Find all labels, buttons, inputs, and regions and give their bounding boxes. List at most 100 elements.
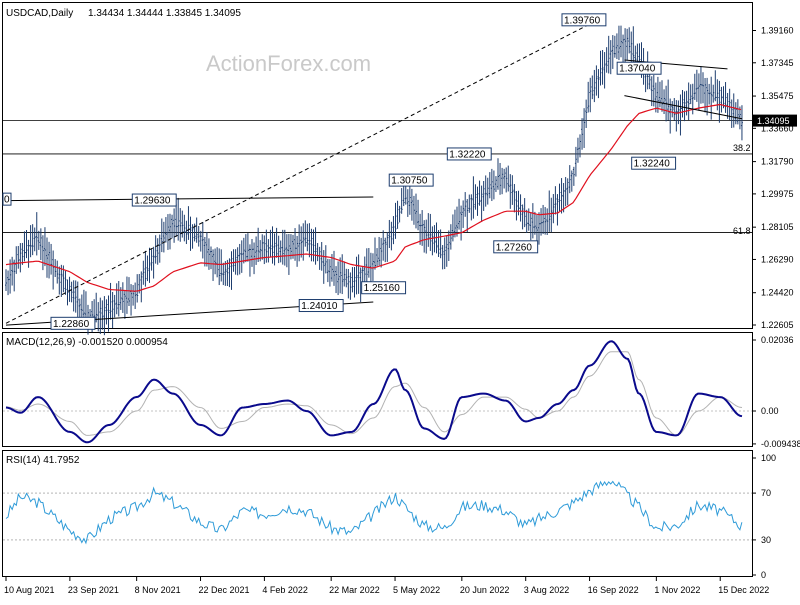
price-bar [497,158,499,190]
price-bar [376,248,379,267]
price-bar [579,134,581,158]
price-bar [679,94,682,136]
x-tick-label: 22 Dec 2021 [199,585,250,595]
price-bar [199,230,202,252]
price-bar [41,235,44,271]
price-bar [343,261,346,287]
price-bar [697,73,700,111]
price-bar [587,81,590,113]
price-bar [568,165,571,194]
price-bar [507,165,510,192]
price-bar [351,267,354,293]
price-bar [490,168,493,202]
price-bar [29,225,32,258]
price-bar [468,194,471,213]
price-bar [519,194,522,222]
svg-text:1.39760: 1.39760 [564,15,601,26]
price-bar [23,231,26,262]
price-bar [699,66,702,104]
price-bar [661,80,663,112]
price-bar [173,208,176,243]
price-bar [103,296,106,336]
price-bar [253,242,256,275]
price-bar [64,270,67,295]
price-bar [712,84,715,103]
price-bar [371,253,374,281]
price-bar [734,102,737,125]
price-bar [478,180,481,206]
macd-line [5,340,743,444]
price-bar [425,219,428,254]
macd-tick-label: 0.02036 [761,335,794,345]
price-bar [296,235,299,267]
price-bar [58,266,61,295]
macd-tick-label: -0.009438 [761,439,800,449]
price-tick-label: 1.28105 [761,222,794,232]
price-bar [310,228,313,262]
price-bar [189,216,192,251]
price-bar [677,100,680,125]
price-bar [9,259,12,294]
price-bar [144,250,147,287]
price-bar [203,236,206,267]
price-bar [132,285,135,306]
price-bar [552,194,555,224]
price-bar [269,229,272,257]
price-bar [39,228,42,261]
svg-text:1.30750: 1.30750 [391,176,428,187]
price-bar [244,234,247,263]
price-bar [374,237,376,270]
price-bar [718,80,721,123]
price-bar [451,214,454,242]
price-bar [681,90,684,118]
price-bar [535,215,538,241]
price-bar [335,266,338,294]
price-bar [583,108,586,148]
price-bar [175,204,178,237]
price-bar [111,291,114,329]
price-bar [25,229,28,259]
price-bar [443,237,446,270]
price-bar [462,200,465,228]
price-bar [687,82,690,121]
price-bar [251,239,253,267]
price-bar [628,27,631,54]
price-bar [574,146,577,177]
price-bar [179,208,182,242]
x-tick-label: 5 May 2022 [393,585,440,595]
price-bar [119,287,122,310]
price-bar [605,47,608,73]
price-bar [107,295,110,332]
price-bar [326,258,329,283]
rsi-layer: 100 70 30 0 [3,453,776,580]
x-tick-label: 8 Nov 2021 [135,585,181,595]
price-bar [97,302,100,332]
price-bar [412,195,415,225]
price-bar [566,178,569,206]
price-bar [382,230,385,261]
price-bar [410,188,413,221]
price-bar [337,261,340,296]
price-horizontal-lines [3,120,752,233]
price-bar [246,233,249,262]
price-bar [521,204,524,230]
price-bar [380,237,383,268]
price-bar [714,70,717,102]
price-bar [164,217,167,243]
price-bar [611,35,614,69]
price-bar [52,250,55,290]
price-bar [492,170,495,200]
price-bar [501,167,504,195]
left-edge-annotation: 0 [2,192,12,206]
price-bar [285,234,288,268]
price-bar [171,214,174,239]
price-bar [248,244,251,277]
price-bar [101,300,104,330]
price-annotation: 1.32240 [631,156,677,170]
price-bar [445,235,448,267]
rsi-panel-frame [2,450,753,577]
price-bar [476,186,479,216]
price-bar [273,233,276,266]
price-bar [720,86,723,113]
price-bar [576,137,579,163]
